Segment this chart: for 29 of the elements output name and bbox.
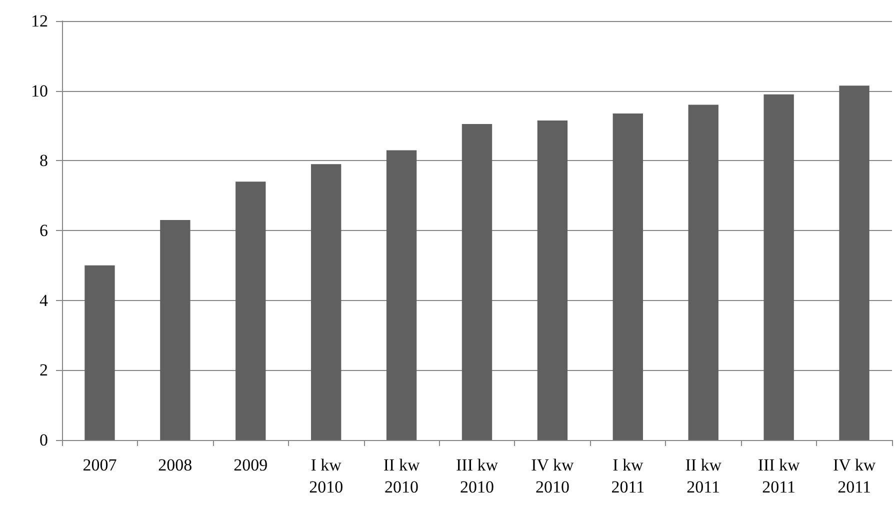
x-tick-label: I kw 2010 xyxy=(309,456,344,496)
x-tick-label: 2009 xyxy=(234,456,268,474)
bar xyxy=(612,114,643,440)
x-tick-label: II kw 2010 xyxy=(383,456,420,496)
x-tick-label: 2008 xyxy=(158,456,192,474)
bar xyxy=(236,182,266,440)
bar xyxy=(311,164,342,440)
y-tick-label: 2 xyxy=(40,360,48,380)
bar xyxy=(462,124,492,440)
bar xyxy=(84,265,115,440)
bar xyxy=(537,120,568,440)
y-tick-label: 10 xyxy=(31,81,48,100)
x-tick-label: I kw 2011 xyxy=(611,456,645,496)
y-tick-label: 8 xyxy=(40,151,48,170)
y-tick-label: 4 xyxy=(40,290,48,310)
x-tick-label: 2007 xyxy=(82,456,118,474)
x-tick-label: IV kw 2011 xyxy=(832,456,876,496)
bar xyxy=(839,86,870,440)
x-tick-label: II kw 2011 xyxy=(685,456,722,496)
x-tick-label: III kw 2011 xyxy=(758,456,801,496)
x-tick-label: III kw 2010 xyxy=(456,456,499,496)
x-tick-label: IV kw 2010 xyxy=(531,456,574,496)
bar xyxy=(764,94,794,440)
bar xyxy=(160,220,190,440)
y-tick-label: 12 xyxy=(31,12,48,30)
y-tick-label: 0 xyxy=(40,430,48,450)
bar xyxy=(386,150,417,440)
bar xyxy=(688,104,718,440)
y-tick-label: 6 xyxy=(40,221,48,240)
